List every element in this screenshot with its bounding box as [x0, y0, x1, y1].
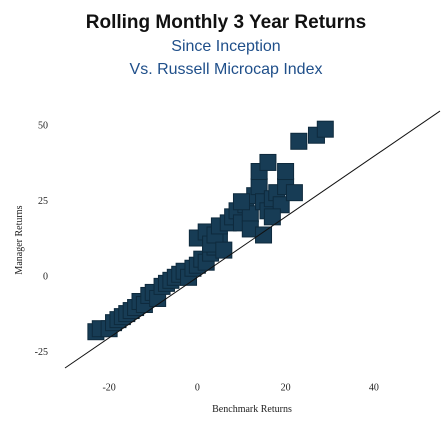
reference-line: [64, 110, 441, 369]
point: [255, 226, 273, 244]
x-tick-label: 0: [195, 382, 200, 393]
subtitle: Since Inception: [171, 38, 280, 55]
point: [277, 163, 295, 181]
point: [285, 184, 303, 202]
x-axis-label: Benchmark Returns: [212, 404, 292, 415]
point: [259, 153, 277, 171]
y-tick-label: -25: [35, 347, 48, 358]
y-axis-label: Manager Returns: [14, 205, 25, 274]
y-tick-label: 50: [38, 120, 48, 131]
point: [232, 193, 250, 211]
chart-title: Rolling Monthly 3 Year Returns: [86, 12, 366, 33]
x-tick-label: 40: [369, 382, 379, 393]
point: [316, 120, 334, 138]
y-tick-label: 25: [38, 196, 48, 207]
x-tick-label: 20: [281, 382, 291, 393]
point: [215, 241, 233, 259]
y-tick-label: 0: [43, 272, 48, 283]
x-tick-label: -20: [102, 382, 115, 393]
point: [290, 132, 308, 150]
point: [263, 208, 281, 226]
subtitle: Vs. Russell Microcap Index: [130, 61, 323, 78]
